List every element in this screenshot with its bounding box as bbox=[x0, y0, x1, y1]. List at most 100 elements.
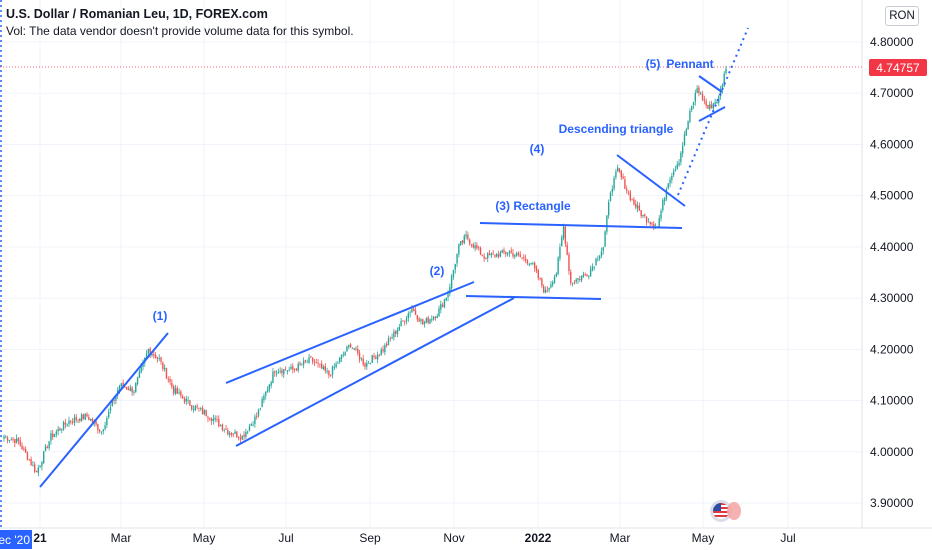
candle-body bbox=[394, 330, 397, 334]
candle-body bbox=[331, 366, 334, 375]
candle-body bbox=[703, 99, 706, 101]
candle-body bbox=[723, 73, 725, 87]
time-tick-label: Sep bbox=[359, 531, 381, 545]
candle-body bbox=[431, 319, 433, 321]
candle-body bbox=[514, 255, 516, 257]
price-tick-label: 4.40000 bbox=[870, 240, 914, 254]
candle-body bbox=[553, 276, 556, 284]
candle-body bbox=[339, 357, 341, 363]
candle-body bbox=[106, 418, 108, 425]
triangle-upper-line[interactable] bbox=[616, 154, 686, 207]
candle-body bbox=[172, 386, 175, 394]
candle-body bbox=[524, 258, 527, 261]
candle-body bbox=[519, 254, 521, 257]
candle-body bbox=[109, 407, 112, 411]
price-tick-label: 4.20000 bbox=[870, 342, 914, 356]
candle-body bbox=[685, 129, 687, 136]
candle-body bbox=[537, 270, 539, 278]
candle-body bbox=[719, 89, 722, 97]
candle-body bbox=[102, 429, 104, 432]
candle-body bbox=[662, 200, 664, 211]
price-tick-label: 4.10000 bbox=[870, 394, 914, 408]
candle-body bbox=[391, 337, 393, 339]
candle-body bbox=[358, 352, 361, 360]
us-flag-icon[interactable] bbox=[710, 500, 732, 522]
candle-body bbox=[559, 247, 561, 259]
candle-body bbox=[557, 257, 559, 275]
candle-body bbox=[254, 416, 256, 424]
candle-body bbox=[349, 344, 352, 348]
candle-body bbox=[288, 369, 290, 371]
currency-button[interactable]: RON bbox=[885, 6, 919, 26]
candle-body bbox=[405, 318, 408, 322]
candle-body bbox=[465, 234, 467, 237]
candle-body bbox=[326, 371, 328, 372]
trendline-wave-1[interactable] bbox=[39, 332, 169, 488]
candle-body bbox=[360, 358, 363, 360]
candle-body bbox=[577, 278, 579, 280]
candle-body bbox=[411, 309, 413, 313]
candle-body bbox=[620, 171, 623, 178]
candle-body bbox=[712, 103, 715, 109]
candle-body bbox=[12, 438, 14, 440]
pennant-upper-line[interactable] bbox=[698, 75, 723, 93]
candle-body bbox=[111, 400, 113, 407]
candle-body bbox=[340, 354, 343, 359]
candle-body bbox=[382, 349, 384, 352]
candle-body bbox=[189, 400, 191, 406]
candle-body bbox=[436, 316, 438, 318]
candle-body bbox=[266, 389, 269, 393]
rectangle-bottom-line[interactable] bbox=[465, 295, 602, 300]
candle-body bbox=[284, 369, 287, 371]
candle-body bbox=[369, 363, 372, 365]
candle-body bbox=[322, 366, 325, 370]
candle-body bbox=[709, 104, 711, 110]
candle-body bbox=[163, 367, 166, 370]
candle-body bbox=[281, 370, 283, 374]
candle-body bbox=[279, 371, 281, 373]
rectangle-top-line[interactable] bbox=[479, 222, 683, 229]
candle-body bbox=[250, 424, 252, 426]
candle-body bbox=[243, 434, 245, 437]
time-tick-label: May bbox=[193, 531, 216, 545]
channel-lower-line[interactable] bbox=[235, 297, 515, 447]
candle-body bbox=[575, 279, 577, 282]
candle-body bbox=[302, 360, 305, 365]
candle-body bbox=[261, 399, 263, 407]
candle-body bbox=[21, 445, 23, 450]
pattern-label: (1) bbox=[153, 309, 168, 323]
candle-body bbox=[95, 420, 97, 425]
candle-body bbox=[633, 199, 635, 205]
candle-body bbox=[440, 304, 442, 310]
candle-body bbox=[216, 419, 218, 420]
candle-body bbox=[355, 348, 357, 350]
candle-body bbox=[568, 254, 570, 272]
candle-body bbox=[434, 316, 437, 319]
candle-body bbox=[606, 215, 608, 232]
candle-body bbox=[618, 168, 621, 173]
candle-body bbox=[476, 245, 478, 249]
projection-dotted-line[interactable] bbox=[677, 27, 749, 196]
price-axis[interactable]: 3.90000 4.00000 4.10000 4.20000 4.30000 4.400… bbox=[870, 35, 914, 510]
candle-body bbox=[672, 171, 675, 176]
pattern-drawings[interactable] bbox=[39, 27, 749, 488]
channel-upper-line[interactable] bbox=[225, 281, 475, 384]
candle-body bbox=[6, 437, 9, 441]
pennant-lower-line[interactable] bbox=[698, 106, 726, 122]
candle-body bbox=[252, 424, 254, 426]
candle-body bbox=[75, 416, 77, 421]
candle-body bbox=[658, 218, 660, 228]
candle-body bbox=[678, 162, 680, 166]
candle-body bbox=[561, 237, 563, 247]
event-marker-icon[interactable] bbox=[727, 502, 741, 520]
time-axis[interactable]: 21 Mar May Jul Sep Nov 2022 Mar May Jul bbox=[33, 531, 795, 545]
candle-body bbox=[218, 419, 220, 427]
candle-body bbox=[597, 259, 599, 261]
candle-body bbox=[494, 254, 496, 257]
candle-body bbox=[454, 264, 456, 270]
time-axis-start-label: Dec '20 bbox=[0, 530, 32, 549]
time-tick-label: May bbox=[692, 531, 715, 545]
candle-body bbox=[526, 260, 529, 264]
candle-body bbox=[227, 430, 229, 435]
